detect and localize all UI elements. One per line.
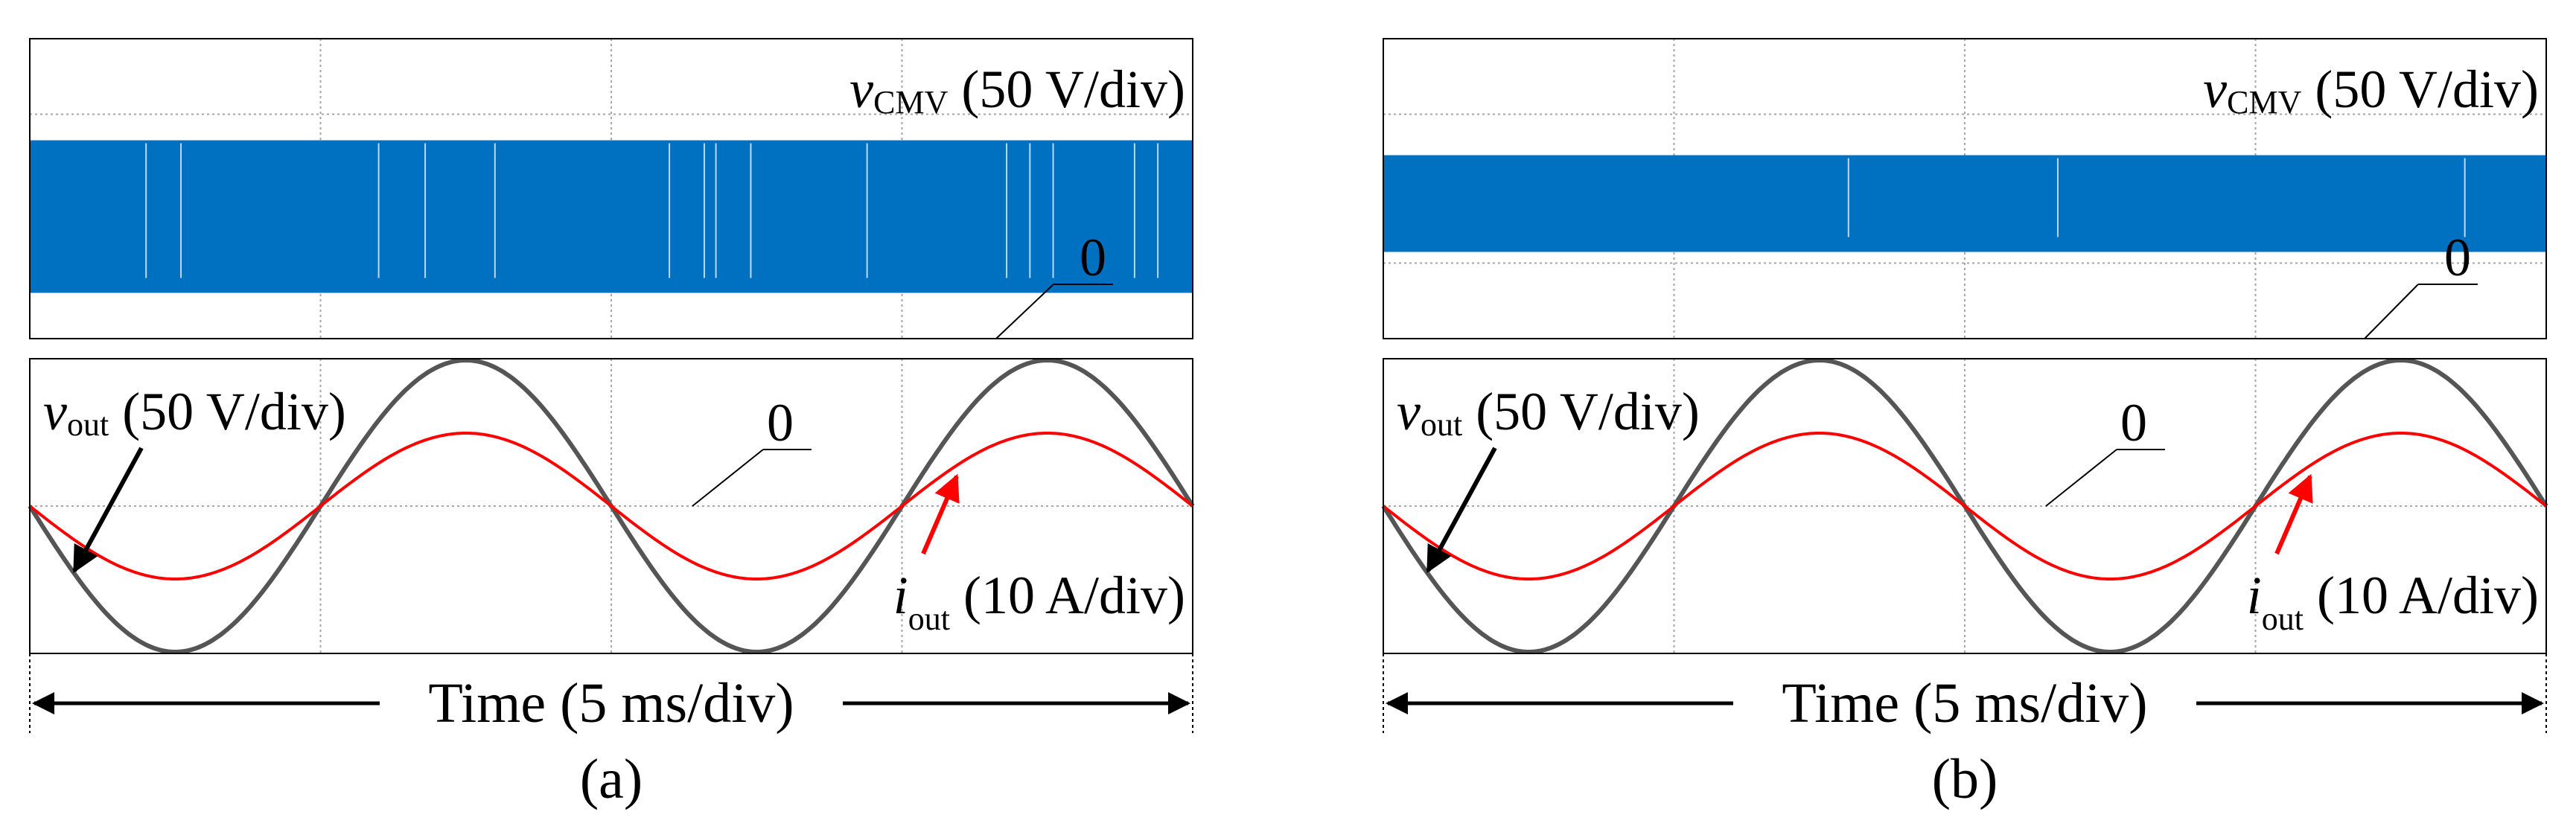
iout-symbol: i <box>893 566 908 625</box>
time-axis-label: Time (5 ms/div) <box>1782 672 2147 735</box>
out-plot-frame <box>1383 358 2547 654</box>
vout-symbol: v <box>1397 382 1421 441</box>
cmv-band <box>30 140 1193 293</box>
vout-label: vout (50 V/div) <box>43 382 346 443</box>
vout-symbol: v <box>43 382 67 441</box>
panel-caption: (b) <box>1932 748 1998 810</box>
cmv-scale: (50 V/div) <box>961 60 1185 119</box>
iout-arrow <box>2274 473 2313 555</box>
cmv-scale: (50 V/div) <box>2315 60 2539 119</box>
vout-subscript: out <box>67 406 109 443</box>
cmv-band <box>1383 155 2546 252</box>
time-axis: Time (5 ms/div) <box>1383 653 2547 735</box>
vout-label: vout (50 V/div) <box>1397 382 1700 443</box>
iout-trace <box>28 432 1194 580</box>
vout-arrow <box>72 447 144 574</box>
cmv-plot-frame <box>1383 38 2547 339</box>
panel-caption: (a) <box>580 748 643 810</box>
out-plot-frame <box>29 358 1193 654</box>
iout-subscript: out <box>908 601 950 637</box>
out-zero-label: 0 <box>767 393 794 452</box>
out-plot: vout (50 V/div)iout (10 A/div)0 <box>1381 357 2548 655</box>
cmv-zero-label: 0 <box>2444 228 2471 287</box>
out-plot: vout (50 V/div)iout (10 A/div)0 <box>28 357 1195 655</box>
iout-label: iout (10 A/div) <box>893 566 1185 637</box>
vout-subscript: out <box>1421 406 1462 443</box>
vout-scale: (50 V/div) <box>1476 382 1700 441</box>
cmv-subscript: CMV <box>2227 84 2301 121</box>
cmv-plot: vCMV (50 V/div) 0 <box>29 38 1193 339</box>
time-axis-label: Time (5 ms/div) <box>428 672 794 735</box>
cmv-plot: vCMV (50 V/div) 0 <box>1383 38 2547 339</box>
out-zero-leader <box>2045 449 2117 507</box>
cmv-label: vCMV (50 V/div) <box>849 60 1185 121</box>
out-zero-leader <box>692 449 764 507</box>
cmv-symbol: v <box>2203 60 2227 119</box>
time-axis: Time (5 ms/div) <box>29 653 1193 735</box>
out-zero-label: 0 <box>2120 393 2147 452</box>
iout-label: iout (10 A/div) <box>2247 566 2539 637</box>
cmv-subscript: CMV <box>873 84 948 121</box>
iout-scale: (10 A/div) <box>963 566 1185 625</box>
cmv-zero-leader <box>2364 284 2419 339</box>
cmv-plot-frame <box>29 38 1193 339</box>
vout-arrow <box>1426 447 1497 574</box>
iout-trace <box>1382 432 2548 580</box>
cmv-symbol: v <box>849 60 873 119</box>
cmv-zero-leader <box>995 284 1054 339</box>
cmv-zero-label: 0 <box>1080 228 1106 287</box>
iout-symbol: i <box>2247 566 2262 625</box>
vout-scale: (50 V/div) <box>122 382 346 441</box>
iout-scale: (10 A/div) <box>2317 566 2539 625</box>
iout-subscript: out <box>2262 601 2304 637</box>
iout-arrow <box>921 473 960 555</box>
cmv-label: vCMV (50 V/div) <box>2203 60 2539 121</box>
